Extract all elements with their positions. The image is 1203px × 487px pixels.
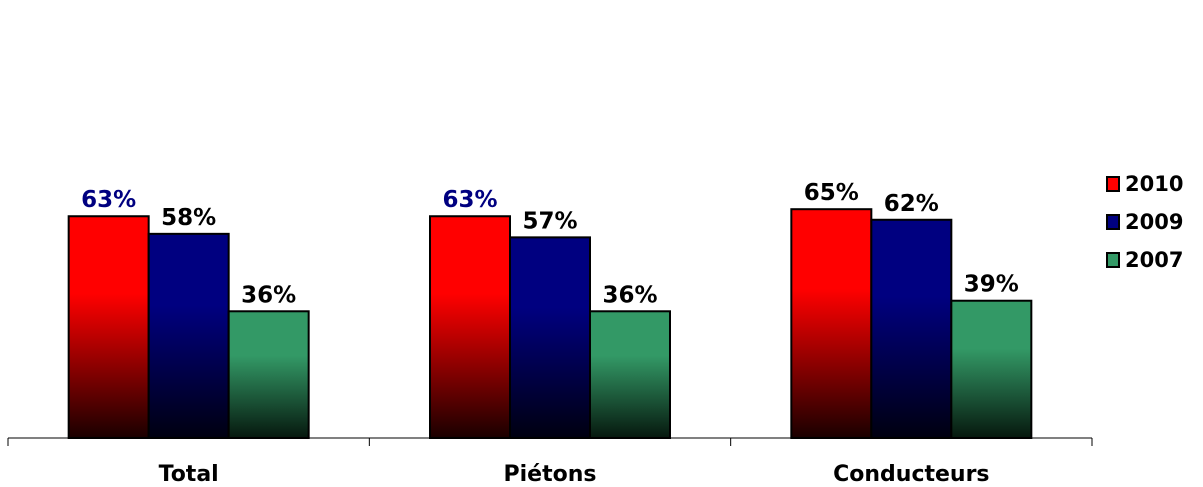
category-label-0: Total xyxy=(159,462,219,487)
bar-2007-0 xyxy=(227,310,310,439)
value-label-2010-2: 65% xyxy=(804,180,859,206)
bars-layer xyxy=(67,208,1033,439)
bar-2010-0 xyxy=(67,215,150,439)
value-labels-layer: 63% 58% 36% 63% 57% 36% 65% 62% 39% xyxy=(81,180,1019,308)
bar-2010-2 xyxy=(790,208,873,439)
legend-swatch-2010 xyxy=(1106,176,1120,192)
value-label-2009-0: 58% xyxy=(161,205,216,231)
legend-label-2007: 2007 xyxy=(1125,248,1183,272)
value-label-2009-2: 62% xyxy=(884,191,939,217)
value-label-2007-2: 39% xyxy=(964,272,1019,298)
bar-2009-0 xyxy=(147,232,230,439)
legend-label-2010: 2010 xyxy=(1125,172,1183,196)
bar-2009-1 xyxy=(509,236,591,439)
x-axis xyxy=(7,437,1093,446)
bar-2010-1 xyxy=(429,215,511,439)
value-label-2010-0: 63% xyxy=(81,187,136,213)
legend-swatch-2009 xyxy=(1106,214,1120,230)
category-labels-layer: Total Piétons Conducteurs xyxy=(159,462,990,487)
bar-2007-2 xyxy=(950,299,1033,439)
value-label-2010-1: 63% xyxy=(442,187,497,213)
legend-label-2009: 2009 xyxy=(1125,210,1183,234)
category-label-1: Piétons xyxy=(504,462,597,487)
bar-2009-2 xyxy=(870,218,953,439)
category-label-2: Conducteurs xyxy=(833,462,989,487)
value-label-2007-1: 36% xyxy=(602,282,657,308)
legend-swatch-2007 xyxy=(1106,252,1120,268)
value-label-2007-0: 36% xyxy=(241,282,296,308)
legend: 2010 2009 2007 xyxy=(1106,172,1183,272)
bar-2007-1 xyxy=(589,310,671,439)
value-label-2009-1: 57% xyxy=(522,208,577,234)
